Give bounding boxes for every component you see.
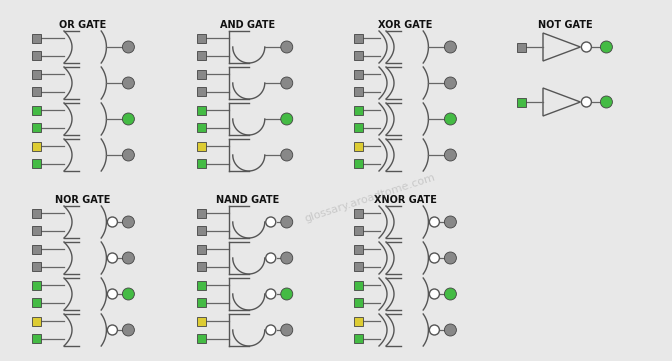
Circle shape (429, 289, 439, 299)
Text: NOR GATE: NOR GATE (55, 195, 111, 205)
Bar (196, 334, 206, 343)
Circle shape (122, 288, 134, 300)
Circle shape (108, 289, 118, 299)
Bar (32, 280, 40, 290)
Circle shape (429, 217, 439, 227)
Bar (353, 105, 362, 114)
Circle shape (281, 41, 293, 53)
Bar (32, 226, 40, 235)
Bar (353, 52, 362, 60)
Circle shape (444, 113, 456, 125)
Circle shape (581, 97, 591, 107)
Bar (32, 317, 40, 326)
Bar (196, 262, 206, 271)
Bar (196, 280, 206, 290)
Circle shape (444, 324, 456, 336)
Circle shape (122, 41, 134, 53)
Bar (353, 334, 362, 343)
Circle shape (108, 217, 118, 227)
Bar (196, 142, 206, 151)
Circle shape (281, 252, 293, 264)
Bar (196, 34, 206, 43)
Text: glossary.aroadtome.com: glossary.aroadtome.com (303, 173, 436, 225)
Bar (32, 262, 40, 271)
Bar (353, 87, 362, 96)
Circle shape (281, 288, 293, 300)
Bar (32, 244, 40, 253)
Bar (196, 123, 206, 132)
Bar (196, 87, 206, 96)
Bar (353, 123, 362, 132)
Bar (196, 52, 206, 60)
Bar (32, 105, 40, 114)
Circle shape (108, 253, 118, 263)
Bar (517, 97, 526, 106)
Text: AND GATE: AND GATE (220, 20, 276, 30)
Bar (353, 160, 362, 169)
Circle shape (444, 216, 456, 228)
Circle shape (122, 77, 134, 89)
Circle shape (581, 42, 591, 52)
Bar (32, 34, 40, 43)
Bar (196, 209, 206, 218)
Bar (32, 142, 40, 151)
Text: OR GATE: OR GATE (59, 20, 107, 30)
Circle shape (429, 325, 439, 335)
Circle shape (444, 77, 456, 89)
Circle shape (281, 216, 293, 228)
Bar (196, 226, 206, 235)
Bar (353, 299, 362, 308)
Bar (196, 299, 206, 308)
Bar (353, 70, 362, 79)
Bar (353, 280, 362, 290)
Bar (353, 244, 362, 253)
Circle shape (281, 324, 293, 336)
Circle shape (600, 96, 612, 108)
Circle shape (444, 252, 456, 264)
Circle shape (281, 77, 293, 89)
Bar (353, 317, 362, 326)
Circle shape (429, 253, 439, 263)
Text: NAND GATE: NAND GATE (216, 195, 280, 205)
Circle shape (122, 216, 134, 228)
Bar (196, 317, 206, 326)
Bar (32, 299, 40, 308)
Bar (517, 43, 526, 52)
Circle shape (108, 325, 118, 335)
Text: NOT GATE: NOT GATE (538, 20, 592, 30)
Bar (32, 70, 40, 79)
Bar (32, 209, 40, 218)
Text: XNOR GATE: XNOR GATE (374, 195, 436, 205)
Bar (353, 34, 362, 43)
Bar (353, 209, 362, 218)
Circle shape (265, 217, 276, 227)
Circle shape (122, 113, 134, 125)
Bar (32, 334, 40, 343)
Bar (196, 70, 206, 79)
Circle shape (444, 149, 456, 161)
Bar (196, 105, 206, 114)
Bar (32, 87, 40, 96)
Bar (32, 160, 40, 169)
Circle shape (600, 41, 612, 53)
Bar (353, 226, 362, 235)
Circle shape (281, 113, 293, 125)
Circle shape (265, 325, 276, 335)
Circle shape (122, 324, 134, 336)
Circle shape (444, 41, 456, 53)
Circle shape (265, 253, 276, 263)
Circle shape (281, 149, 293, 161)
Text: XOR GATE: XOR GATE (378, 20, 432, 30)
Circle shape (444, 288, 456, 300)
Bar (353, 142, 362, 151)
Bar (32, 52, 40, 60)
Bar (196, 160, 206, 169)
Bar (353, 262, 362, 271)
Circle shape (122, 149, 134, 161)
Circle shape (265, 289, 276, 299)
Bar (32, 123, 40, 132)
Circle shape (122, 252, 134, 264)
Bar (196, 244, 206, 253)
